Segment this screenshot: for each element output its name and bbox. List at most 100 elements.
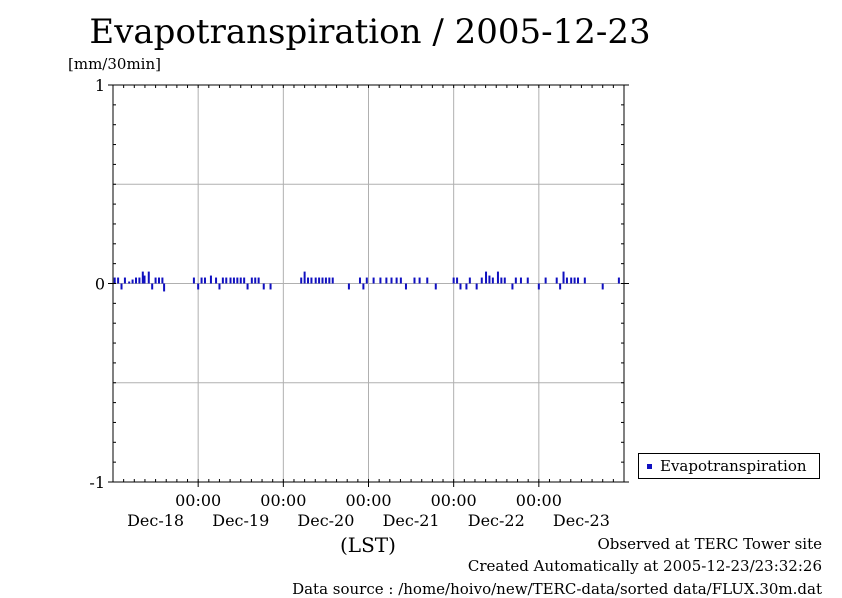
observed-site-note: Observed at TERC Tower site [597, 535, 822, 553]
created-timestamp-note: Created Automatically at 2005-12-23/23:3… [467, 557, 822, 575]
bar [154, 277, 157, 284]
bar [459, 283, 462, 290]
bar [321, 277, 324, 284]
chart-title: Evapotranspiration / 2005-12-23 [89, 12, 651, 52]
bar [331, 277, 334, 284]
bar [243, 277, 246, 284]
bar [544, 277, 547, 284]
axes: 00:00Dec-1900:00Dec-2000:00Dec-2100:00De… [89, 76, 629, 530]
grid [113, 85, 624, 482]
bar [221, 277, 224, 284]
x-date-label: Dec-19 [212, 511, 269, 530]
y-tick-label: 1 [95, 76, 105, 95]
legend-swatch [647, 463, 652, 469]
bar [413, 277, 416, 284]
bar [372, 277, 375, 284]
bar [488, 275, 491, 284]
bar [434, 283, 437, 290]
x-tick-label: 00:00 [431, 491, 477, 510]
bar [236, 277, 239, 284]
x-axis-label: (LST) [340, 533, 396, 557]
bar [511, 283, 514, 290]
bar [573, 277, 576, 284]
bar [218, 283, 221, 290]
bar [143, 275, 146, 284]
bar [134, 277, 137, 284]
bar [215, 277, 218, 284]
bar [113, 277, 116, 284]
bar [151, 283, 154, 290]
bar [565, 277, 568, 284]
bar [138, 277, 141, 284]
bar [229, 277, 232, 284]
bar [395, 277, 398, 284]
bar [418, 277, 421, 284]
bar [232, 277, 235, 284]
bar [601, 283, 604, 290]
x-date-label: Dec-23 [553, 511, 610, 530]
bar [300, 277, 303, 284]
bar [362, 283, 365, 290]
x-date-label: Dec-18 [127, 511, 184, 530]
x-date-label: Dec-20 [297, 511, 354, 530]
bar [163, 283, 166, 292]
bar [617, 277, 620, 284]
bar [310, 277, 313, 284]
series-evapotranspiration [113, 271, 620, 292]
x-tick-label: 00:00 [260, 491, 306, 510]
bar [480, 277, 483, 284]
chart-legend: Evapotranspiration [638, 453, 820, 479]
bar [577, 277, 580, 284]
data-source-note: Data source : /home/hoivo/new/TERC-data/… [292, 580, 822, 598]
bar [559, 283, 562, 290]
y-tick-label: -1 [89, 473, 105, 492]
bar [141, 271, 144, 284]
bar [314, 277, 317, 284]
bar [465, 283, 468, 290]
x-tick-label: 00:00 [345, 491, 391, 510]
bar [358, 277, 361, 284]
bar [583, 277, 586, 284]
x-date-label: Dec-21 [383, 511, 440, 530]
bar [570, 277, 573, 284]
bar [426, 277, 429, 284]
bar [254, 277, 257, 284]
bar [399, 277, 402, 284]
bar [257, 277, 260, 284]
x-date-label: Dec-22 [468, 511, 525, 530]
bar [404, 283, 407, 290]
bar [496, 271, 499, 284]
bar [225, 277, 228, 284]
bar [128, 281, 131, 284]
bar [303, 271, 306, 284]
bar [161, 277, 164, 284]
bar [147, 271, 150, 284]
x-tick-label: 00:00 [516, 491, 562, 510]
bar [500, 277, 503, 284]
legend-entry: Evapotranspiration [660, 457, 807, 475]
bar [262, 283, 265, 290]
bar [209, 275, 212, 284]
bar [456, 277, 459, 284]
bar [555, 277, 558, 284]
bar [390, 277, 393, 284]
bar [203, 277, 206, 284]
bar [131, 279, 134, 284]
bar [239, 277, 242, 284]
bar [537, 283, 540, 290]
bar [269, 283, 272, 290]
bar [117, 277, 120, 284]
bar [526, 277, 529, 284]
bar [475, 283, 478, 290]
y-axis-unit-label: [mm/30min] [68, 55, 161, 73]
x-tick-label: 00:00 [175, 491, 221, 510]
bar [192, 277, 195, 284]
bar [197, 283, 200, 290]
bar [562, 271, 565, 284]
bar [468, 277, 471, 284]
y-tick-label: 0 [95, 275, 105, 294]
bar [519, 277, 522, 284]
bar [250, 277, 253, 284]
bar [514, 277, 517, 284]
